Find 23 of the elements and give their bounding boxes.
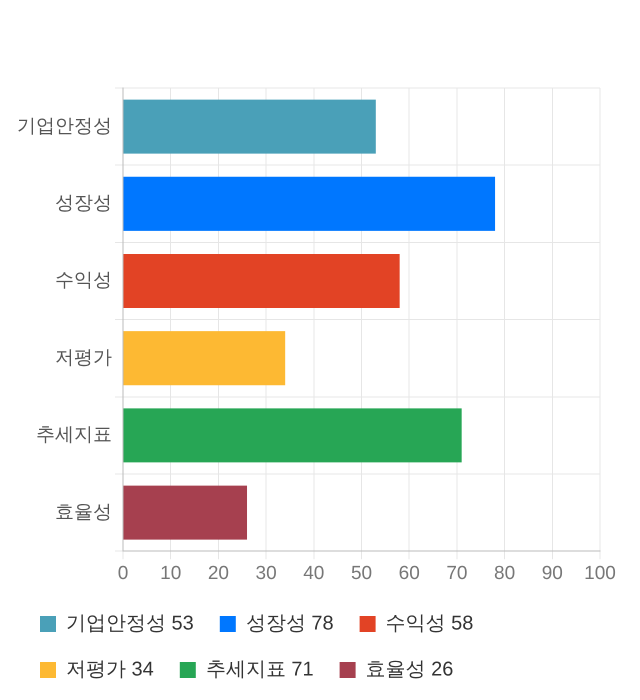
y-tick-label: 저평가 — [55, 347, 112, 368]
legend-label: 수익성 58 — [386, 612, 474, 635]
y-tick-label: 수익성 — [55, 270, 112, 292]
x-tick-label: 80 — [494, 562, 516, 584]
x-tick-label: 40 — [303, 562, 324, 584]
x-tick-label: 100 — [584, 562, 616, 584]
y-tick-label: 기업안정성 — [17, 116, 112, 137]
x-tick-label: 50 — [350, 562, 372, 584]
legend-label: 저평가 34 — [66, 658, 154, 681]
x-tick-label: 20 — [208, 562, 229, 584]
legend-label: 추세지표 71 — [206, 658, 314, 681]
x-tick-label: 30 — [256, 562, 277, 584]
x-tick-label: 0 — [118, 562, 128, 584]
y-tick-label: 성장성 — [55, 193, 112, 214]
legend-label: 기업안정성 53 — [66, 612, 194, 635]
x-tick-label: 60 — [398, 562, 420, 584]
x-tick-label: 90 — [542, 562, 563, 584]
y-tick-label: 추세지표 — [36, 424, 112, 446]
x-tick-label: 10 — [160, 562, 182, 584]
legend-label: 효율성 26 — [366, 658, 454, 681]
x-tick-label: 70 — [446, 562, 468, 584]
y-tick-label: 효율성 — [55, 502, 112, 523]
legend-label: 성장성 78 — [246, 612, 334, 635]
